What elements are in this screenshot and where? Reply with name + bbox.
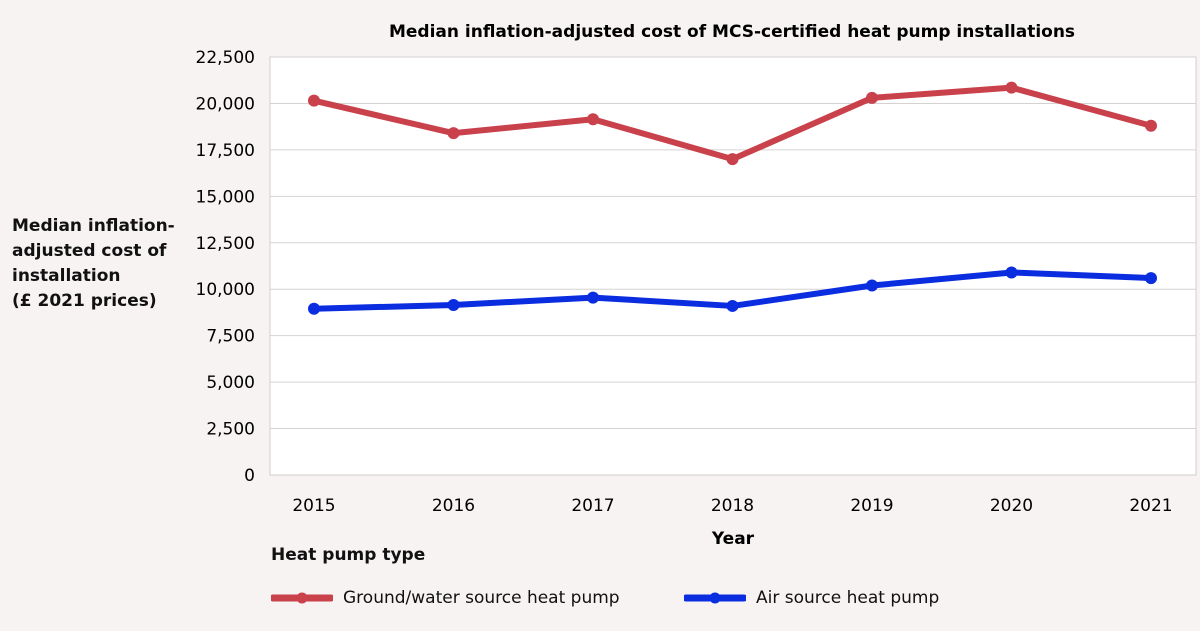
y-tick-label: 20,000: [196, 94, 255, 114]
legend-title: Heat pump type: [271, 545, 426, 565]
legend-label-air-source: Air source heat pump: [756, 588, 940, 608]
x-tick-label: 2020: [990, 496, 1033, 516]
y-axis-title: Median inflation- adjusted cost of insta…: [12, 214, 212, 314]
x-axis-ticks: 2015 2016 2017 2018 2019 2020 2021: [292, 496, 1172, 516]
legend-item-air-source: Air source heat pump: [684, 584, 939, 612]
legend-swatch-ground-water: [271, 592, 333, 604]
x-tick-label: 2016: [432, 496, 475, 516]
data-point: [726, 153, 739, 166]
legend-item-ground-water: Ground/water source heat pump: [271, 584, 620, 612]
data-point: [587, 113, 599, 126]
data-point: [1005, 81, 1018, 94]
data-point: [447, 299, 460, 312]
data-point: [308, 94, 320, 107]
y-tick-label: 0: [244, 466, 255, 486]
data-point: [1145, 272, 1157, 285]
data-point: [1145, 119, 1157, 132]
y-axis-ticks: 0 2,500 5,000 7,500 10,000 12,500 15,000 17,500…: [196, 48, 255, 486]
x-axis-title: Year: [711, 529, 755, 549]
y-tick-label: 15,000: [196, 187, 255, 207]
y-tick-label: 10,000: [196, 280, 255, 300]
chart-title: Median inflation-adjusted cost of MCS-ce…: [389, 22, 1075, 42]
y-axis-title-line: (£ 2021 prices): [12, 291, 157, 311]
data-point: [308, 302, 320, 315]
x-tick-label: 2019: [850, 496, 893, 516]
data-point: [587, 291, 599, 304]
y-axis-title-line: adjusted cost of: [12, 241, 167, 261]
x-tick-label: 2017: [571, 496, 614, 516]
data-point: [726, 299, 739, 312]
data-point: [866, 279, 878, 292]
y-tick-label: 22,500: [196, 48, 255, 68]
x-tick-label: 2015: [292, 496, 335, 516]
y-tick-label: 2,500: [206, 420, 255, 440]
y-tick-label: 5,000: [206, 373, 255, 393]
y-tick-label: 7,500: [206, 327, 255, 347]
y-tick-label: 17,500: [196, 141, 255, 161]
x-tick-label: 2021: [1129, 496, 1172, 516]
data-point: [866, 91, 878, 104]
x-tick-label: 2018: [711, 496, 754, 516]
series-layer: [308, 81, 1157, 315]
y-axis-title-line: Median inflation-: [12, 216, 175, 236]
data-point: [1005, 266, 1018, 279]
y-axis-title-line: installation: [12, 266, 121, 286]
legend-label-ground-water: Ground/water source heat pump: [343, 588, 620, 608]
data-point: [447, 127, 460, 140]
legend-swatch-air-source: [684, 592, 746, 604]
grid-lines: [270, 56, 1196, 430]
y-tick-label: 12,500: [196, 234, 255, 254]
